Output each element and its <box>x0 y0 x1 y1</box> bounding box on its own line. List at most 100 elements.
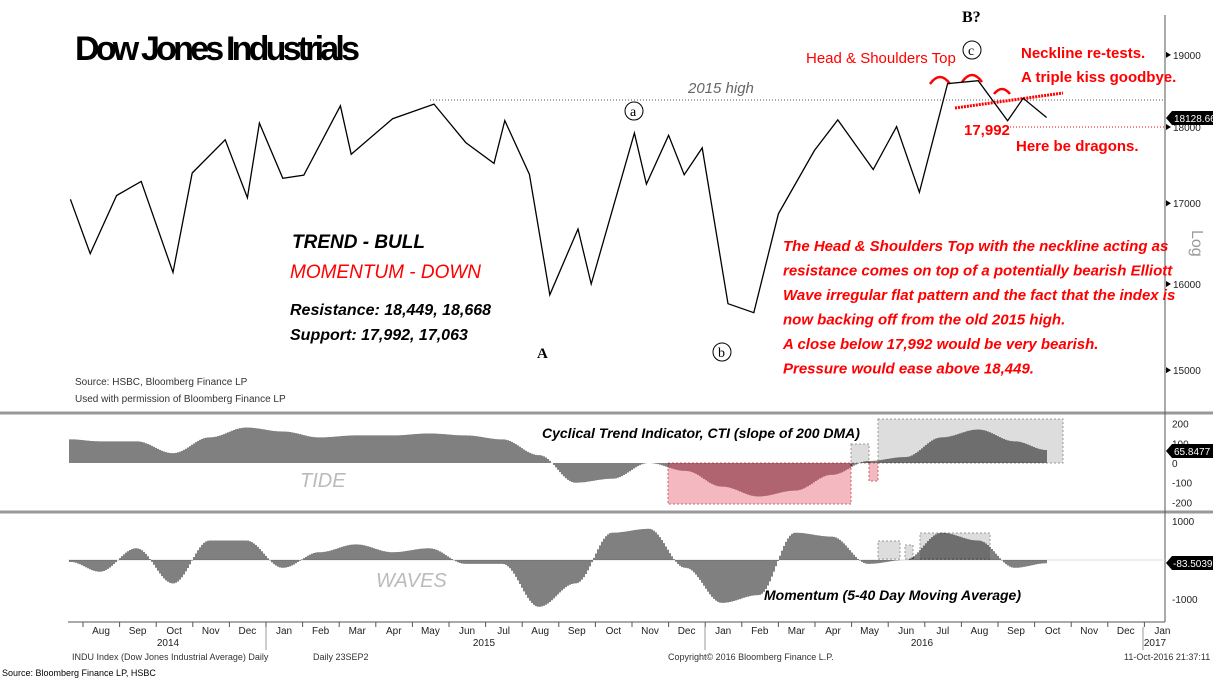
last-momentum-label: -83.5039 <box>1166 556 1213 570</box>
cti-tick-label: -200 <box>1172 498 1192 509</box>
svg-text:18128.66: 18128.66 <box>1174 114 1213 125</box>
footer-source: Source: Bloomberg Finance LP, HSBC <box>2 668 156 678</box>
y-tick <box>1166 124 1171 130</box>
month-label: Dec <box>678 626 696 637</box>
month-label: Oct <box>606 626 622 637</box>
month-label: Feb <box>751 626 769 637</box>
wave-label-a: a <box>630 105 637 120</box>
cti-title: Cyclical Trend Indicator, CTI (slope of … <box>542 425 860 441</box>
footer-period: Daily 23SEP2 <box>313 652 369 662</box>
footer-index: INDU Index (Dow Jones Industrial Average… <box>72 652 269 662</box>
tide-box <box>850 443 870 464</box>
wave-label-b: B? <box>962 9 981 26</box>
month-label: Apr <box>386 626 402 637</box>
cti-tick-label: 200 <box>1172 420 1189 431</box>
month-label: Oct <box>1045 626 1061 637</box>
month-label: Jul <box>497 626 510 637</box>
year-label: 2015 <box>473 638 496 649</box>
month-label: Apr <box>825 626 841 637</box>
month-label: May <box>421 626 440 637</box>
month-label: Sep <box>568 626 586 637</box>
momentum-label: MOMENTUM - DOWN <box>290 262 481 283</box>
y-tick <box>1166 281 1171 288</box>
neckline-note: Neckline re-tests. <box>1021 45 1145 62</box>
commentary-line: Wave irregular flat pattern and the fact… <box>783 287 1175 304</box>
support-label: Support: 17,992, 17,063 <box>290 327 468 344</box>
momentum-title: Momentum (5-40 Day Moving Average) <box>764 587 1021 603</box>
month-label: Jun <box>459 626 475 637</box>
month-label: Aug <box>92 626 110 637</box>
wave-label-b-small: b <box>718 346 725 361</box>
momentum-tick-label: 1000 <box>1172 517 1195 528</box>
wave-circle <box>624 101 644 121</box>
month-label: Sep <box>1007 626 1025 637</box>
commentary-line: A close below 17,992 would be very beari… <box>782 336 1098 353</box>
month-label: Jan <box>1154 626 1170 637</box>
y-tick-label: 17000 <box>1173 199 1201 210</box>
month-label: Jun <box>898 626 914 637</box>
last-price-label: 18128.66 <box>1166 111 1213 125</box>
footer-timestamp: 11-Oct-2016 21:37:11 <box>1124 652 1210 662</box>
permission-note: Used with permission of Bloomberg Financ… <box>75 394 286 405</box>
commentary-line: resistance comes on top of a potentially… <box>783 263 1173 280</box>
wave-label-A: A <box>537 346 548 362</box>
month-label: Aug <box>971 626 989 637</box>
month-label: Sep <box>129 626 147 637</box>
month-label: Mar <box>349 626 367 637</box>
year-label: 2014 <box>157 638 180 649</box>
support-value-note: 17,992 <box>964 122 1010 139</box>
wave-label-c: c <box>968 44 974 59</box>
commentary-line: The Head & Shoulders Top with the neckli… <box>783 238 1168 255</box>
neckline <box>954 91 1064 110</box>
month-label: Jan <box>276 626 292 637</box>
waves-box <box>904 544 914 560</box>
chart-title: Dow Jones Industrials <box>75 30 360 68</box>
y-tick-label: 19000 <box>1173 51 1201 62</box>
commentary: The Head & Shoulders Top with the neckli… <box>782 238 1175 378</box>
y-tick <box>1166 51 1171 58</box>
kiss-note: A triple kiss goodbye. <box>1021 69 1176 86</box>
momentum-tick-label: -1000 <box>1172 595 1198 606</box>
commentary-line: Pressure would ease above 18,449. <box>783 361 1034 378</box>
y-tick-label: 15000 <box>1173 366 1201 377</box>
year-label: 2017 <box>1144 638 1167 649</box>
cti-tick-label: 0 <box>1172 459 1178 470</box>
price-line <box>69 80 1048 314</box>
commentary-line: now backing off from the old 2015 high. <box>783 312 1065 329</box>
y-tick <box>1166 200 1171 207</box>
shoulder-arcs <box>928 73 1011 95</box>
month-label: Mar <box>788 626 806 637</box>
log-label: Log <box>1188 230 1205 257</box>
source-note: Source: HSBC, Bloomberg Finance LP <box>75 377 248 388</box>
svg-text:65.8477: 65.8477 <box>1174 447 1211 458</box>
tide-label: TIDE <box>300 470 346 492</box>
month-label: Feb <box>312 626 330 637</box>
resistance-label: Resistance: 18,449, 18,668 <box>290 302 491 319</box>
month-label: Dec <box>239 626 257 637</box>
tide-box <box>868 462 879 482</box>
month-label: May <box>860 626 879 637</box>
month-label: Nov <box>202 626 220 637</box>
waves-label: WAVES <box>376 570 447 592</box>
cti-tick-label: -100 <box>1172 479 1192 490</box>
svg-text:-83.5039: -83.5039 <box>1173 559 1213 570</box>
hs-title: Head & Shoulders Top <box>806 50 956 67</box>
y-tick <box>1166 367 1171 374</box>
month-label: Jan <box>715 626 731 637</box>
2015-high-label: 2015 high <box>687 80 754 97</box>
dragons-note: Here be dragons. <box>1016 138 1139 155</box>
year-label: 2016 <box>911 638 934 649</box>
month-label: Dec <box>1117 626 1135 637</box>
month-label: Jul <box>936 626 949 637</box>
footer-copyright: Copyright© 2016 Bloomberg Finance L.P. <box>668 652 834 662</box>
last-cti-label: 65.8477 <box>1166 444 1213 458</box>
wave-circle <box>962 40 982 60</box>
month-label: Aug <box>531 626 549 637</box>
trend-label: TREND - BULL <box>292 232 425 253</box>
waves-box <box>877 540 901 560</box>
month-label: Nov <box>1080 626 1098 637</box>
y-tick-label: 16000 <box>1173 280 1201 291</box>
month-label: Oct <box>166 626 182 637</box>
month-label: Nov <box>641 626 659 637</box>
